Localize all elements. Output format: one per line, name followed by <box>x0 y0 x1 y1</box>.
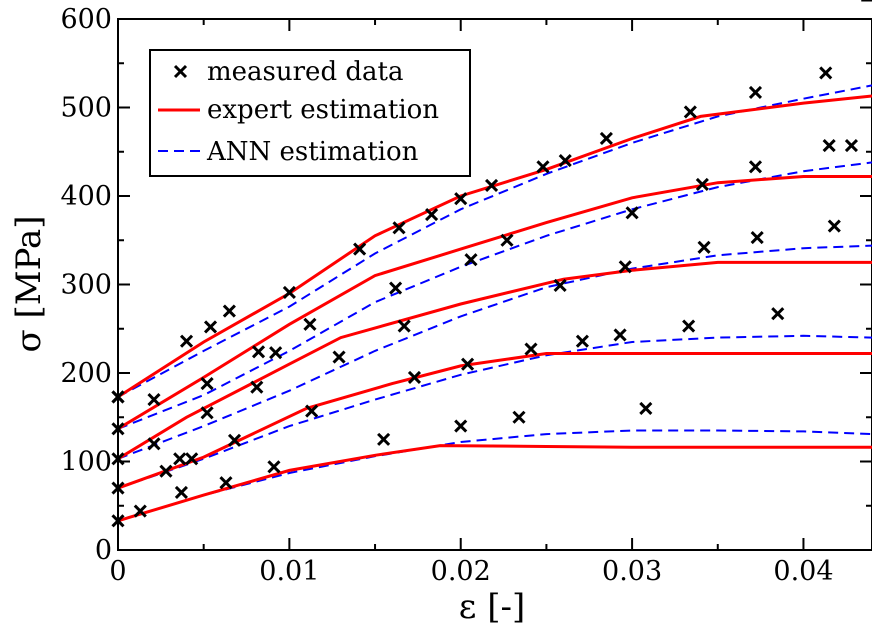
measured-data-point <box>185 452 199 466</box>
measured-data-point <box>822 138 836 153</box>
measured-data-point <box>219 476 233 490</box>
measured-data-point <box>485 178 499 192</box>
measured-data-point <box>174 485 188 500</box>
measured-data-point <box>179 334 194 348</box>
measured-data-point <box>512 410 526 424</box>
measured-data-point <box>111 422 125 436</box>
measured-data-point <box>250 380 264 394</box>
measured-data-point <box>377 432 391 446</box>
measured-data-point <box>353 242 367 256</box>
expert-estimation-line-2 <box>118 352 872 490</box>
legend-box <box>149 49 471 177</box>
measured-data-point <box>750 231 764 245</box>
x-tick-label: 0.04 <box>773 556 833 587</box>
measured-data-point <box>748 160 763 174</box>
measured-data-point <box>625 206 639 220</box>
x-tick-label: 0 <box>109 556 126 587</box>
measured-data-point <box>227 433 242 447</box>
measured-data-point <box>389 281 403 295</box>
measured-data-point <box>613 328 627 342</box>
x-tick-label: 0.01 <box>259 556 319 587</box>
measured-data-point <box>251 345 266 359</box>
y-tick-label: 300 <box>60 270 112 301</box>
measured-data-point <box>827 219 841 233</box>
measured-data-point <box>599 131 613 146</box>
measured-data-point <box>697 240 711 254</box>
measured-data-point <box>771 307 785 321</box>
measured-markers <box>111 0 872 528</box>
measured-data-point <box>200 406 214 420</box>
chart-series <box>118 84 872 523</box>
axis-ticks <box>117 18 872 551</box>
measured-data-point <box>618 260 632 274</box>
legend-label-measured: measured data <box>207 57 403 87</box>
measured-data-point <box>500 233 514 247</box>
measured-data-point <box>639 401 653 415</box>
measured-data-point <box>303 317 317 331</box>
measured-data-point <box>524 342 538 356</box>
measured-data-point <box>222 304 236 318</box>
x-axis-title: ε [-] <box>459 587 525 627</box>
measured-data-point <box>111 390 125 404</box>
measured-data-point <box>536 160 550 174</box>
legend-marker-measured <box>173 64 188 79</box>
measured-data-point <box>159 464 173 478</box>
measured-data-point <box>695 177 709 192</box>
measured-data-point <box>147 437 161 451</box>
x-tick-label: 0.03 <box>602 556 662 587</box>
y-tick-label: 0 <box>95 535 112 566</box>
measured-data-point <box>147 392 161 407</box>
ann-estimation-line-3 <box>118 244 872 460</box>
measured-data-point <box>269 346 283 360</box>
measured-data-point <box>748 85 763 100</box>
axis-tick-labels: 0 0.01 0.02 0.03 0.04 0 100 200 300 400 500 600 <box>60 4 833 587</box>
measured-data-point <box>454 419 468 433</box>
expert-estimation-line-3 <box>118 260 872 461</box>
expert-estimation-line-1 <box>118 444 872 523</box>
measured-data-point <box>133 504 147 518</box>
ann-estimation-line-2 <box>118 334 872 490</box>
legend-label-expert: expert estimation <box>207 95 439 125</box>
expert-estimation-line-5 <box>118 94 872 399</box>
measured-data-point <box>200 377 214 391</box>
measured-data-point <box>282 285 296 300</box>
measured-data-point <box>397 319 411 333</box>
measured-data-point <box>575 334 589 348</box>
measured-data-point <box>844 138 858 153</box>
measured-data-point <box>461 357 475 371</box>
measured-data-point <box>111 452 125 466</box>
measured-data-point <box>332 350 346 364</box>
legend: measured data expert estimation ANN esti… <box>149 49 471 177</box>
measured-data-point <box>558 154 572 168</box>
y-tick-label: 500 <box>60 93 112 124</box>
measured-data-point <box>267 460 281 474</box>
measured-data-point <box>819 66 833 80</box>
measured-data-point <box>553 278 567 292</box>
y-tick-label: 100 <box>60 447 112 478</box>
measured-data-point <box>173 452 187 466</box>
measured-data-point <box>425 208 439 222</box>
measured-data-point <box>392 221 406 235</box>
x-tick-label: 0.02 <box>431 556 491 587</box>
measured-data-point <box>407 370 422 384</box>
y-tick-label: 400 <box>60 181 112 212</box>
measured-data-point <box>203 320 218 334</box>
measured-data-point <box>454 192 468 206</box>
legend-label-ann: ANN estimation <box>206 137 419 167</box>
measured-data-point <box>683 105 697 119</box>
y-tick-label: 600 <box>60 4 112 35</box>
y-tick-label: 200 <box>60 358 112 389</box>
measured-data-point <box>111 514 125 528</box>
measured-data-point <box>464 253 478 267</box>
measured-data-point <box>682 319 696 333</box>
measured-data-point <box>305 404 319 418</box>
y-axis-title: σ [MPa] <box>9 216 49 353</box>
measured-data-point <box>111 481 125 495</box>
